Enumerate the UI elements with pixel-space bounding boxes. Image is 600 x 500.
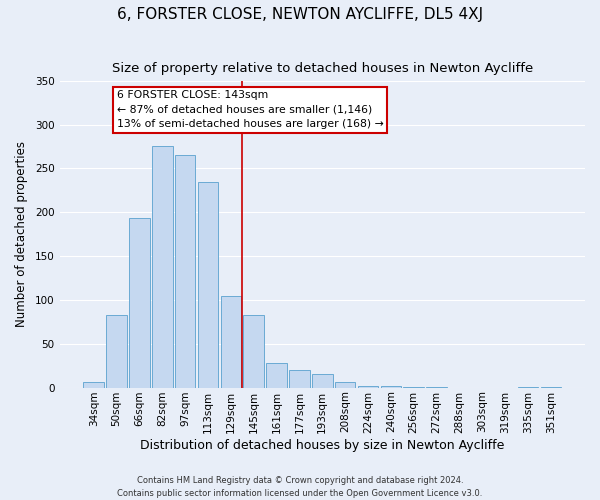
Bar [83, 382, 104, 388]
Bar [358, 386, 378, 388]
Bar [380, 386, 401, 388]
Bar [403, 387, 424, 388]
Text: 6 FORSTER CLOSE: 143sqm
← 87% of detached houses are smaller (1,146)
13% of semi: 6 FORSTER CLOSE: 143sqm ← 87% of detache… [116, 90, 383, 130]
Bar [289, 370, 310, 388]
Y-axis label: Number of detached properties: Number of detached properties [15, 141, 28, 327]
Bar [541, 387, 561, 388]
Text: 6, FORSTER CLOSE, NEWTON AYCLIFFE, DL5 4XJ: 6, FORSTER CLOSE, NEWTON AYCLIFFE, DL5 4… [117, 8, 483, 22]
Bar [335, 382, 355, 388]
Title: Size of property relative to detached houses in Newton Aycliffe: Size of property relative to detached ho… [112, 62, 533, 76]
Bar [198, 182, 218, 388]
Bar [175, 156, 196, 388]
Bar [152, 146, 173, 388]
Text: Contains HM Land Registry data © Crown copyright and database right 2024.
Contai: Contains HM Land Registry data © Crown c… [118, 476, 482, 498]
Bar [266, 363, 287, 388]
Bar [426, 387, 447, 388]
Bar [518, 387, 538, 388]
Bar [312, 374, 332, 388]
Bar [244, 315, 264, 388]
Bar [106, 315, 127, 388]
Bar [129, 218, 150, 388]
Bar [221, 296, 241, 388]
X-axis label: Distribution of detached houses by size in Newton Aycliffe: Distribution of detached houses by size … [140, 440, 505, 452]
